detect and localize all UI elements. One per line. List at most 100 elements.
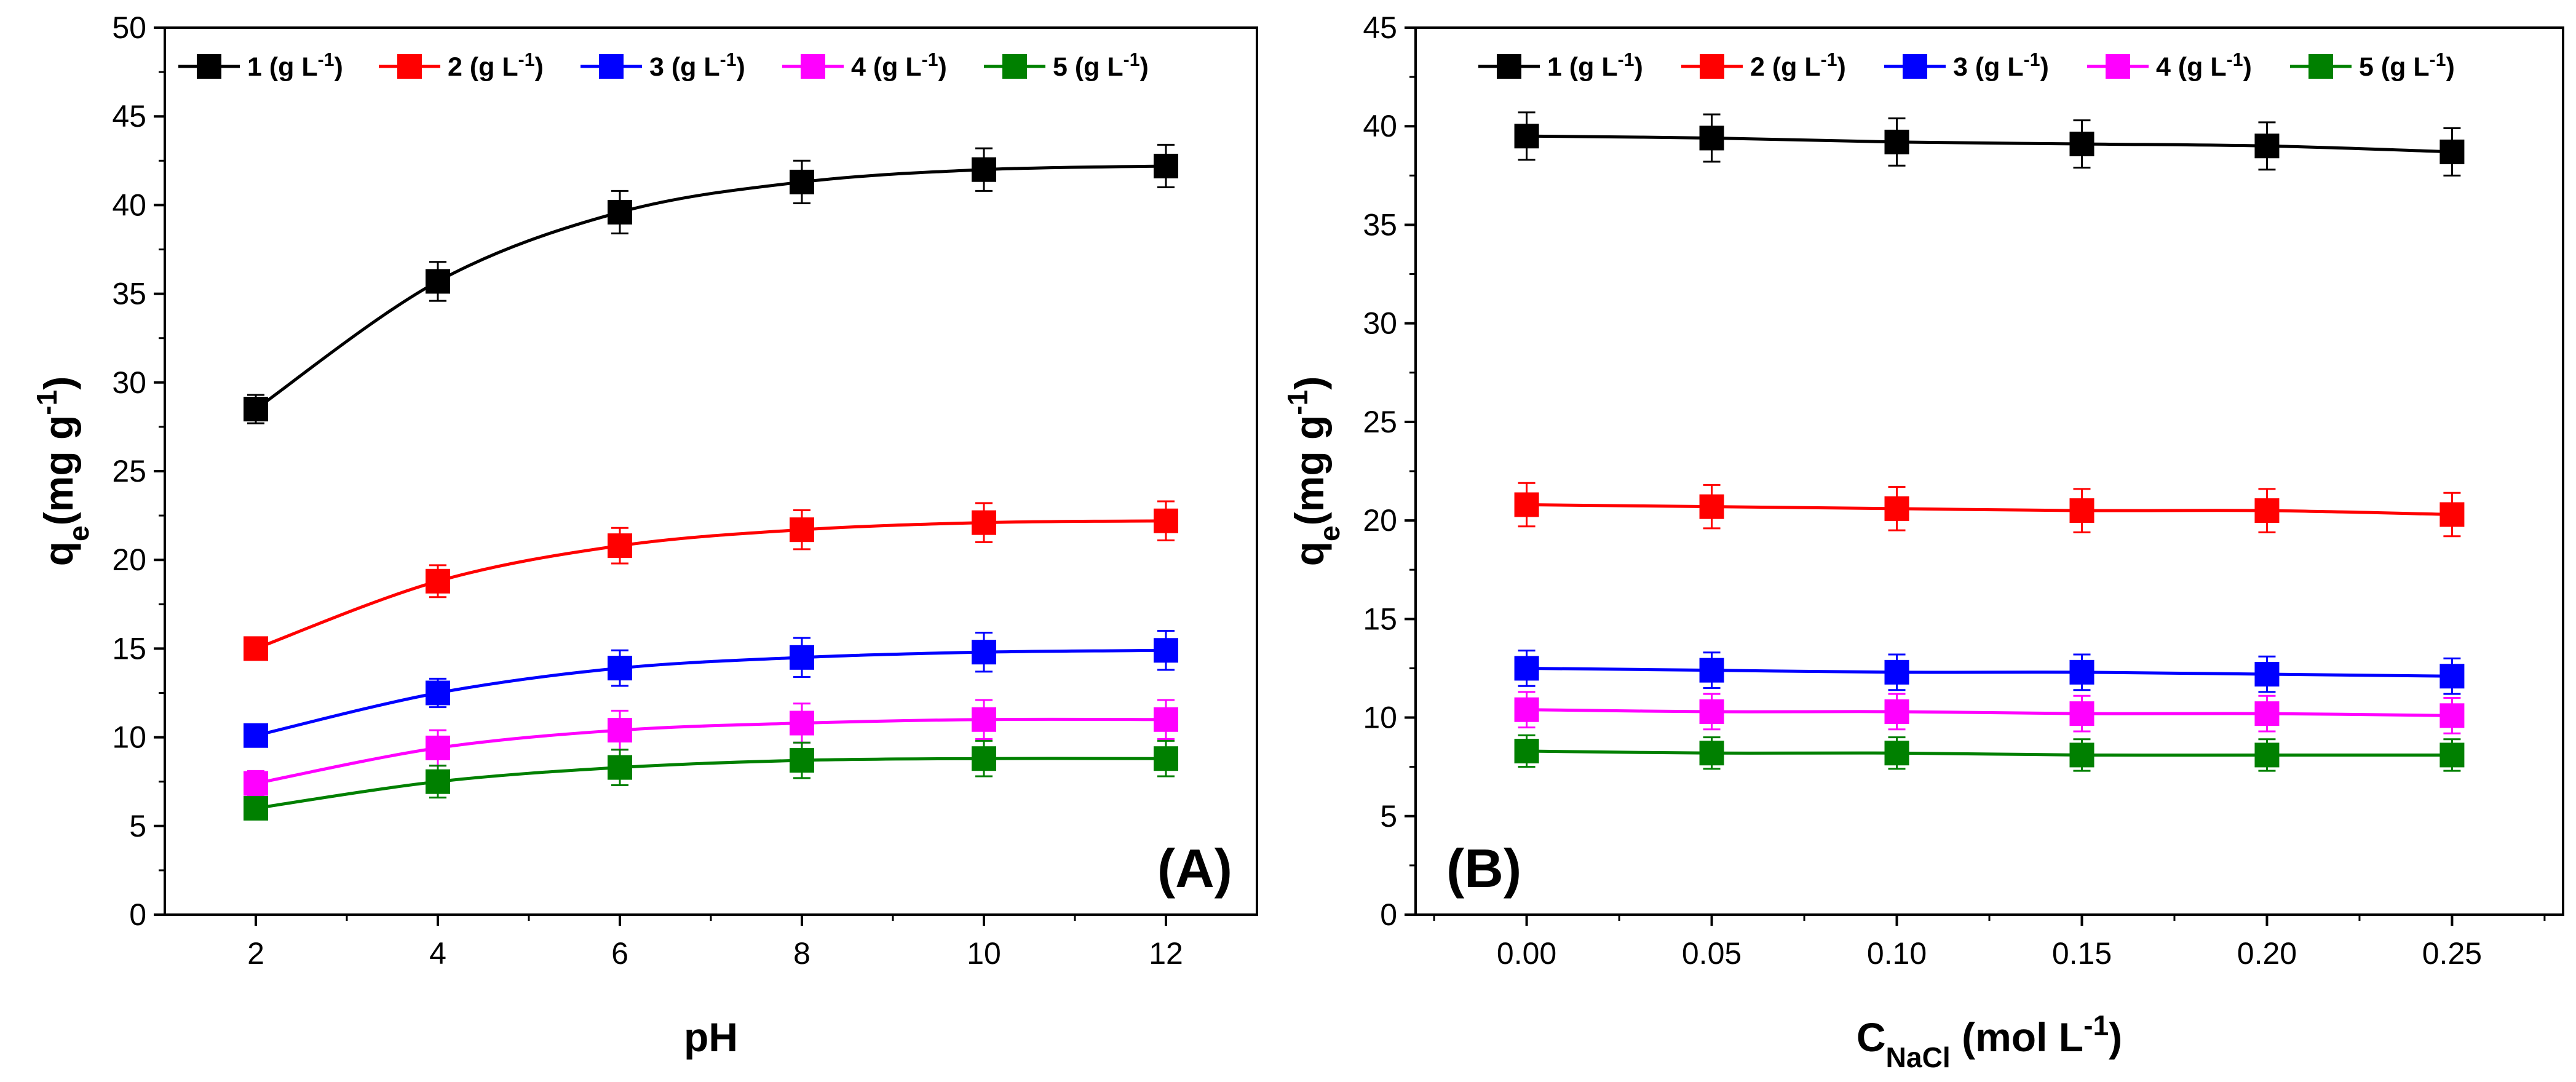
legend: 1 (g L-1) 2 (g L-1) 3 (g L-1) 4 (g L-1) 5 (g…	[178, 50, 1149, 82]
x-tick-label: 8	[793, 936, 810, 971]
data-point	[790, 645, 814, 670]
legend: 1 (g L-1) 2 (g L-1) 3 (g L-1) 4 (g L-1) 5 (g…	[1478, 50, 2455, 82]
x-tick-label: 6	[611, 936, 628, 971]
data-point	[244, 771, 268, 796]
y-tick-label: 15	[1363, 602, 1397, 636]
y-tick-label: 25	[1363, 405, 1397, 439]
data-point	[1514, 492, 1539, 517]
data-point	[426, 269, 450, 294]
legend-label: 3 (g L-1)	[1953, 50, 2049, 82]
data-point	[1514, 697, 1539, 722]
legend-label: 4 (g L-1)	[2156, 50, 2252, 82]
data-point	[2439, 742, 2465, 768]
series-line	[255, 648, 1167, 738]
plot-frame	[164, 26, 1258, 916]
series-5	[244, 739, 1178, 821]
series-5	[1514, 734, 2465, 772]
series-1	[244, 143, 1178, 424]
data-point	[1699, 741, 1724, 766]
data-point	[1514, 656, 1539, 681]
y-tick-label: 35	[1363, 207, 1397, 242]
y-tick-label: 15	[112, 631, 146, 666]
legend-item: 2 (g L-1)	[379, 50, 544, 82]
y-tick-label: 50	[112, 10, 146, 45]
data-point	[2254, 701, 2280, 726]
series-line	[255, 717, 1167, 786]
data-point	[608, 718, 632, 743]
data-point	[2069, 701, 2094, 726]
legend-item: 3 (g L-1)	[581, 50, 745, 82]
y-tick-label: 0	[129, 897, 146, 932]
y-axis-title: qe(mg g-1)	[1282, 376, 1345, 567]
data-point	[1154, 746, 1178, 771]
data-point	[1884, 659, 1909, 685]
data-point	[1154, 153, 1178, 178]
y-tick-label: 20	[1363, 503, 1397, 538]
data-point	[2254, 742, 2280, 768]
y-tick-label: 35	[112, 277, 146, 311]
y-tick-label: 10	[1363, 701, 1397, 735]
legend-label: 5 (g L-1)	[2359, 50, 2455, 82]
series-1	[1514, 111, 2465, 177]
data-point	[2254, 498, 2280, 523]
y-tick-label: 40	[112, 188, 146, 222]
legend-item: 5 (g L-1)	[2290, 50, 2455, 82]
panel-label: (B)	[1446, 838, 1521, 899]
legend-label: 5 (g L-1)	[1053, 50, 1149, 82]
data-point	[244, 397, 268, 422]
x-tick-label: 0.10	[1867, 936, 1927, 971]
data-point	[1884, 129, 1909, 154]
y-tick-label: 30	[112, 365, 146, 400]
data-point	[1154, 638, 1178, 663]
y-tick-label: 10	[112, 720, 146, 755]
data-point	[972, 640, 996, 665]
series-3	[1514, 650, 2465, 695]
data-point	[608, 533, 632, 559]
data-point	[790, 710, 814, 736]
data-point	[244, 795, 268, 821]
data-point	[1699, 658, 1724, 683]
x-tick-label: 0.25	[2422, 936, 2482, 971]
data-point	[2069, 742, 2094, 768]
legend-label: 2 (g L-1)	[1750, 50, 1846, 82]
y-tick-label: 0	[1380, 897, 1397, 932]
legend-label: 1 (g L-1)	[1547, 50, 1643, 82]
data-point	[1514, 739, 1539, 764]
legend-marker	[1903, 54, 1927, 79]
data-point	[426, 680, 450, 706]
series-line	[255, 519, 1167, 650]
series-4	[1514, 691, 2465, 734]
legend-marker	[599, 54, 624, 79]
x-tick-label: 0.20	[2237, 936, 2297, 971]
x-tick-label: 0.05	[1682, 936, 1742, 971]
data-point	[426, 568, 450, 594]
series-3	[244, 630, 1178, 748]
x-tick-label: 0.00	[1497, 936, 1556, 971]
x-tick-label: 10	[967, 936, 1001, 971]
legend-label: 2 (g L-1)	[448, 50, 544, 82]
y-tick-label: 30	[1363, 306, 1397, 341]
data-point	[2254, 662, 2280, 687]
x-axis-title: CNaCl (mol L-1)	[1857, 1009, 2122, 1073]
data-point	[790, 517, 814, 543]
legend-marker	[2106, 54, 2130, 79]
data-point	[2254, 133, 2280, 159]
data-point	[608, 656, 632, 681]
data-point	[608, 755, 632, 780]
series-line	[1526, 708, 2452, 717]
series-line	[255, 164, 1167, 411]
data-point	[1884, 699, 1909, 724]
x-axis-title: pH	[684, 1014, 738, 1060]
series-2	[244, 500, 1178, 661]
legend-item: 2 (g L-1)	[1681, 50, 1846, 82]
data-point	[972, 510, 996, 535]
data-point	[2439, 703, 2465, 728]
y-tick-label: 45	[1363, 10, 1397, 45]
data-point	[1514, 124, 1539, 149]
series-line	[1526, 503, 2452, 516]
data-point	[608, 199, 632, 225]
series-2	[1514, 482, 2465, 538]
y-tick-label: 5	[129, 809, 146, 843]
data-point	[2439, 502, 2465, 527]
series-line	[1526, 134, 2452, 154]
